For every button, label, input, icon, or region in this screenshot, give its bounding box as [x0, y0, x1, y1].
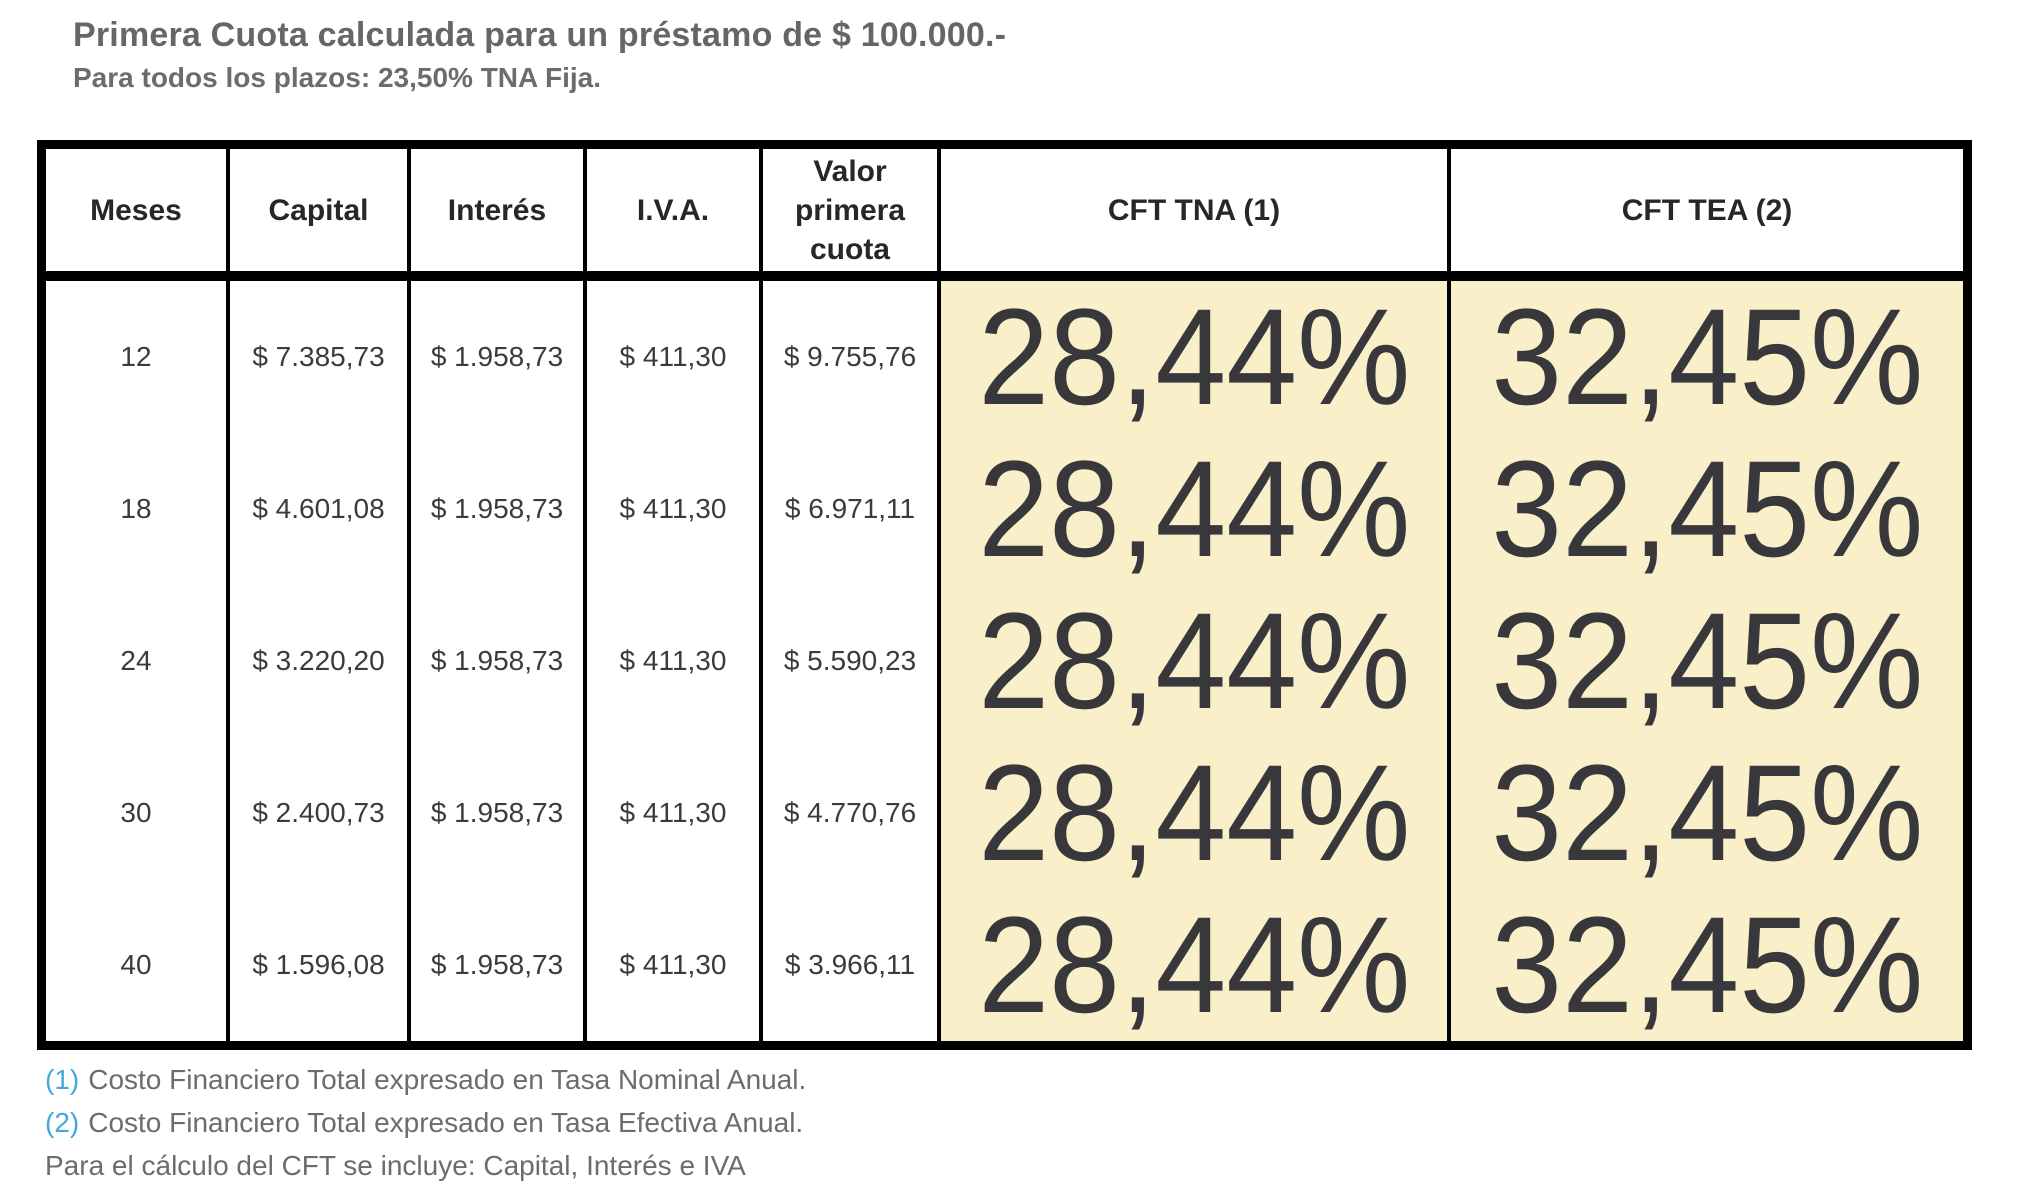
cft-tea-value: 32,45%	[1490, 736, 1924, 890]
footnote-1-marker: (1)	[45, 1064, 80, 1095]
cell-iva: $ 411,30	[583, 889, 759, 1041]
cft-tna-value: 28,44%	[977, 736, 1411, 890]
cell-cft-tna: 28,44%	[937, 281, 1447, 433]
header-meses: Meses	[90, 193, 182, 227]
cell-valor-primera-cuota: $ 9.755,76	[759, 281, 937, 433]
footnote-3-text: Para el cálculo del CFT se incluye: Capi…	[45, 1150, 746, 1181]
cell-capital: $ 4.601,08	[226, 433, 407, 585]
cft-tea-value: 32,45%	[1490, 888, 1924, 1042]
header-cft-tna: CFT TNA (1)	[937, 149, 1447, 271]
cell-cft-tna: 28,44%	[937, 737, 1447, 889]
header-cft-tea: CFT TEA (2)	[1447, 149, 1963, 271]
cell-capital: $ 1.596,08	[226, 889, 407, 1041]
cell-interes: $ 1.958,73	[407, 585, 583, 737]
footnote-3: Para el cálculo del CFT se incluye: Capi…	[45, 1144, 806, 1187]
cell-interes: $ 1.958,73	[407, 433, 583, 585]
cell-valor-primera-cuota: $ 5.590,23	[759, 585, 937, 737]
footnotes: (1) Costo Financiero Total expresado en T…	[45, 1058, 806, 1187]
cft-tna-value: 28,44%	[977, 280, 1411, 434]
header-iva: I.V.A.	[583, 149, 759, 271]
cell-cft-tna: 28,44%	[937, 585, 1447, 737]
cell-cft-tea: 32,45%	[1447, 889, 1963, 1041]
cell-valor-primera-cuota: $ 6.971,11	[759, 433, 937, 585]
cell-interes: $ 1.958,73	[407, 889, 583, 1041]
cell-valor-primera-cuota: $ 3.966,11	[759, 889, 937, 1041]
cft-tea-value: 32,45%	[1490, 584, 1924, 738]
footnote-2-text: Costo Financiero Total expresado en Tasa…	[88, 1107, 804, 1138]
cell-valor-primera-cuota: $ 4.770,76	[759, 737, 937, 889]
cell-iva: $ 411,30	[583, 433, 759, 585]
cell-meses: 12	[120, 341, 152, 372]
header-capital: Capital	[226, 149, 407, 271]
cell-iva: $ 411,30	[583, 737, 759, 889]
footnote-2: (2) Costo Financiero Total expresado en T…	[45, 1101, 806, 1144]
cell-iva: $ 411,30	[583, 585, 759, 737]
footnote-2-marker: (2)	[45, 1107, 80, 1138]
table-header-row: Meses Capital Interés I.V.A. Valor prime…	[46, 149, 1963, 281]
cell-capital: $ 7.385,73	[226, 281, 407, 433]
cell-cft-tea: 32,45%	[1447, 585, 1963, 737]
cell-cft-tea: 32,45%	[1447, 737, 1963, 889]
table-row: 30 $ 2.400,73 $ 1.958,73 $ 411,30 $ 4.77…	[46, 737, 1963, 889]
cell-iva: $ 411,30	[583, 281, 759, 433]
cft-tna-value: 28,44%	[977, 432, 1411, 586]
cell-cft-tna: 28,44%	[937, 889, 1447, 1041]
table-row: 24 $ 3.220,20 $ 1.958,73 $ 411,30 $ 5.59…	[46, 585, 1963, 737]
cell-meses: 30	[120, 797, 152, 828]
cell-meses: 40	[120, 949, 152, 980]
cft-tea-value: 32,45%	[1490, 432, 1924, 586]
cell-capital: $ 3.220,20	[226, 585, 407, 737]
page-title: Primera Cuota calculada para un préstamo…	[73, 16, 1007, 54]
table-row: 12 $ 7.385,73 $ 1.958,73 $ 411,30 $ 9.75…	[46, 281, 1963, 433]
header-valor-primera-cuota: Valor primera cuota	[759, 149, 937, 271]
cft-tna-value: 28,44%	[977, 584, 1411, 738]
cft-tea-value: 32,45%	[1490, 280, 1924, 434]
cell-interes: $ 1.958,73	[407, 737, 583, 889]
cell-cft-tea: 32,45%	[1447, 281, 1963, 433]
cell-meses: 24	[120, 645, 152, 676]
page-subtitle: Para todos los plazos: 23,50% TNA Fija.	[73, 62, 601, 93]
cell-meses: 18	[120, 493, 152, 524]
cell-cft-tea: 32,45%	[1447, 433, 1963, 585]
header-interes: Interés	[407, 149, 583, 271]
cell-cft-tna: 28,44%	[937, 433, 1447, 585]
cell-interes: $ 1.958,73	[407, 281, 583, 433]
footnote-1-text: Costo Financiero Total expresado en Tasa…	[88, 1064, 807, 1095]
footnote-1: (1) Costo Financiero Total expresado en T…	[45, 1058, 806, 1101]
cell-capital: $ 2.400,73	[226, 737, 407, 889]
table-row: 18 $ 4.601,08 $ 1.958,73 $ 411,30 $ 6.97…	[46, 433, 1963, 585]
loan-rates-table: Meses Capital Interés I.V.A. Valor prime…	[37, 140, 1972, 1050]
cft-tna-value: 28,44%	[977, 888, 1411, 1042]
table-row: 40 $ 1.596,08 $ 1.958,73 $ 411,30 $ 3.96…	[46, 889, 1963, 1041]
